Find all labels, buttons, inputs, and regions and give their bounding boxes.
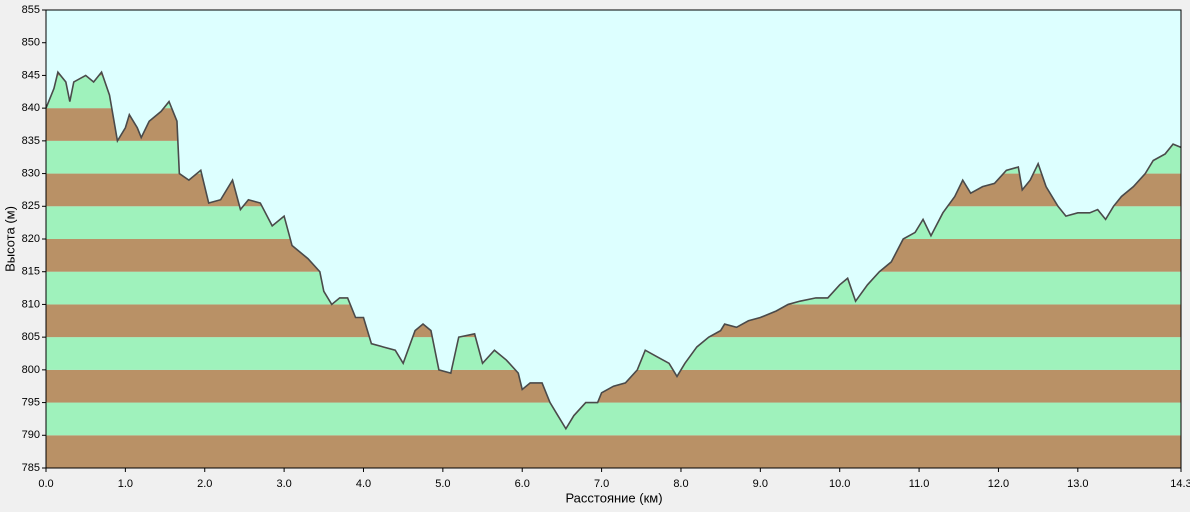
y-tick-label: 785 xyxy=(22,462,40,474)
x-tick-label: 3.0 xyxy=(276,478,291,490)
y-tick-label: 855 xyxy=(22,4,40,16)
x-tick-label: 2.0 xyxy=(197,478,212,490)
x-axis-label: Расстояние (км) xyxy=(565,490,662,505)
x-tick-label: 5.0 xyxy=(435,478,450,490)
y-tick-label: 845 xyxy=(22,69,40,81)
x-tick-label: 11.0 xyxy=(909,478,930,490)
y-tick-label: 835 xyxy=(22,135,40,147)
y-tick-label: 830 xyxy=(22,167,40,179)
y-tick-label: 820 xyxy=(22,233,40,245)
x-tick-label: 6.0 xyxy=(515,478,530,490)
x-tick-label: 1.0 xyxy=(118,478,133,490)
x-tick-label: 7.0 xyxy=(594,478,609,490)
x-tick-label: 13.0 xyxy=(1067,478,1088,490)
y-tick-label: 800 xyxy=(22,364,40,376)
y-tick-label: 840 xyxy=(22,102,40,114)
x-tick-label: 4.0 xyxy=(356,478,371,490)
y-tick-label: 790 xyxy=(22,429,40,441)
x-tick-label: 12.0 xyxy=(988,478,1009,490)
y-tick-label: 810 xyxy=(22,298,40,310)
band xyxy=(46,435,1181,468)
y-tick-label: 850 xyxy=(22,37,40,49)
y-axis-label: Высота (м) xyxy=(2,206,17,272)
y-tick-label: 795 xyxy=(22,396,40,408)
x-tick-label: 10.0 xyxy=(829,478,850,490)
profile-line xyxy=(45,70,1182,431)
x-tick-label: 8.0 xyxy=(673,478,688,490)
y-tick-label: 805 xyxy=(22,331,40,343)
x-tick-label: 0.0 xyxy=(38,478,53,490)
y-tick-label: 825 xyxy=(22,200,40,212)
x-tick-label: 9.0 xyxy=(753,478,768,490)
band xyxy=(46,402,1181,436)
x-tick-label: 14.3 xyxy=(1170,478,1190,490)
y-tick-label: 815 xyxy=(22,266,40,278)
